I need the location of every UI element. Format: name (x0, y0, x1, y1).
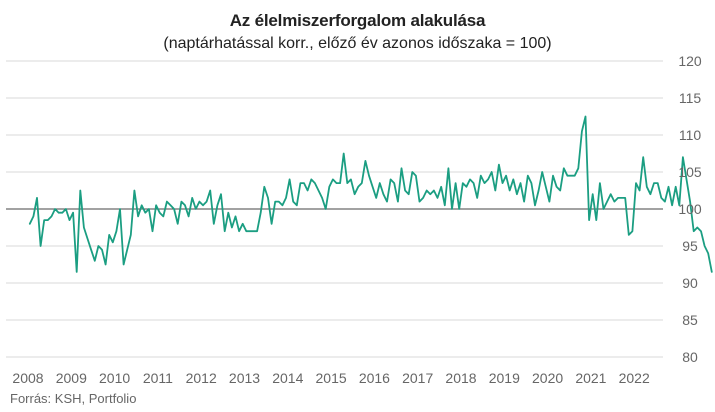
x-tick-label: 2010 (99, 370, 130, 386)
source-note: Forrás: KSH, Portfolio (10, 391, 137, 406)
x-tick-label: 2018 (445, 370, 476, 386)
y-tick-label: 95 (682, 238, 698, 254)
x-tick-label: 2021 (575, 370, 606, 386)
x-tick-label: 2012 (186, 370, 217, 386)
x-tick-label: 2016 (359, 370, 390, 386)
y-tick-label: 90 (682, 275, 698, 291)
x-tick-label: 2022 (619, 370, 650, 386)
chart-title: Az élelmiszerforgalom alakulása (229, 11, 486, 30)
x-tick-label: 2008 (12, 370, 43, 386)
y-tick-label: 115 (679, 90, 702, 106)
x-tick-label: 2013 (229, 370, 260, 386)
x-tick-label: 2011 (143, 370, 173, 386)
y-tick-label: 110 (679, 127, 702, 143)
x-tick-label: 2015 (316, 370, 347, 386)
y-tick-label: 120 (678, 53, 702, 69)
x-axis-tick-labels: 2008 2009 2010 2011 2012 2013 2014 2015 2016 2017… (12, 370, 650, 386)
x-tick-label: 2020 (532, 370, 563, 386)
x-tick-label: 2017 (402, 370, 433, 386)
series-line-0 (28, 115, 713, 273)
grid-lines (6, 60, 663, 358)
series-group (28, 115, 713, 273)
y-tick-label: 100 (678, 201, 702, 217)
x-tick-label: 2014 (272, 370, 303, 386)
y-axis-tick-labels: 80 85 90 95 100 105 110 115 120 (678, 53, 702, 365)
y-tick-label: 85 (682, 312, 698, 328)
chart-subtitle: (naptárhatással korr., előző év azonos i… (163, 35, 552, 52)
x-tick-label: 2009 (56, 370, 87, 386)
y-tick-label: 105 (678, 164, 702, 180)
y-tick-label: 80 (682, 349, 698, 365)
x-tick-label: 2019 (489, 370, 520, 386)
